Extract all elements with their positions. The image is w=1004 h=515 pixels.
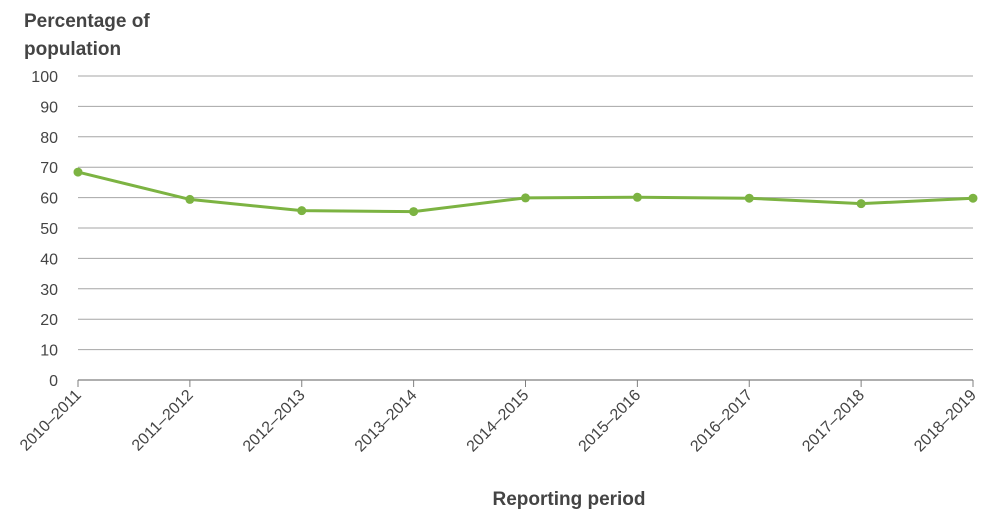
x-tick-label: 2016–2017 <box>687 387 756 456</box>
x-tick-label: 2010–2011 <box>17 387 85 455</box>
y-tick-label: 80 <box>40 130 58 147</box>
x-axis-title: Reporting period <box>492 489 645 510</box>
y-axis-title-line-1: Percentage of <box>24 11 150 32</box>
y-tick-label: 0 <box>49 373 58 390</box>
x-tick-label: 2013–2014 <box>352 387 421 456</box>
data-point <box>968 193 978 203</box>
y-tick-label: 60 <box>40 191 58 208</box>
y-tick-label: 10 <box>40 343 58 360</box>
data-point <box>521 193 530 203</box>
data-point <box>409 207 419 217</box>
y-axis-title-line-2: population <box>24 39 121 60</box>
data-point <box>632 192 642 202</box>
y-tick-label: 20 <box>40 312 58 329</box>
y-tick-label: 70 <box>40 160 58 177</box>
y-tick-label: 90 <box>40 99 58 116</box>
data-point <box>856 199 866 209</box>
x-tick-label: 2011–2012 <box>129 387 197 455</box>
x-tick-label: 2017–2018 <box>799 387 868 456</box>
y-tick-label: 40 <box>40 251 58 268</box>
series-line <box>77 170 974 214</box>
y-tick-label: 30 <box>40 282 58 299</box>
data-point <box>744 193 754 203</box>
x-tick-label: 2018–2019 <box>911 387 980 456</box>
data-point <box>73 167 83 177</box>
x-tick-label: 2014–2015 <box>464 387 533 456</box>
data-point <box>297 206 307 216</box>
y-tick-label: 100 <box>31 69 58 86</box>
x-tick-label: 2015–2016 <box>576 387 645 456</box>
x-tick-label: 2012–2013 <box>240 387 309 456</box>
data-point <box>185 194 195 204</box>
y-tick-label: 50 <box>40 221 58 238</box>
